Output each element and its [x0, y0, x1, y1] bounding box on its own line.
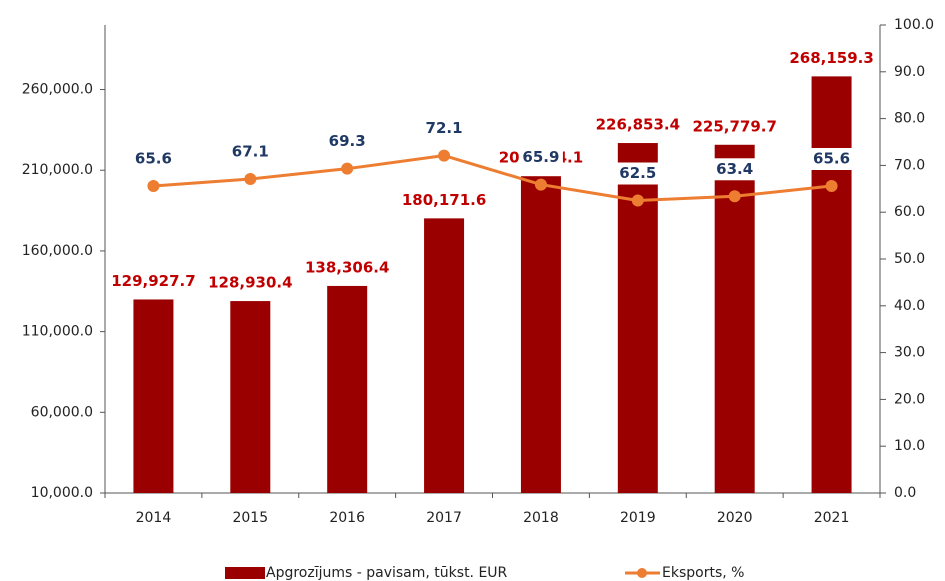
line-marker	[825, 179, 838, 192]
y2-tick-label: 100.0	[894, 17, 934, 33]
legend-swatch	[225, 567, 265, 579]
y-tick-label: 10,000.0	[31, 485, 93, 501]
legend-label: Apgrozījums - pavisam, tūkst. EUR	[266, 565, 508, 581]
y2-tick-label: 40.0	[894, 298, 925, 314]
bar-value-label: 128,930.4	[208, 274, 292, 292]
x-tick-label: 2016	[329, 510, 365, 526]
y-tick-label: 160,000.0	[22, 243, 93, 259]
line-value-label: 72.1	[426, 119, 463, 137]
legend-swatch	[637, 568, 647, 578]
bar-value-label: 129,927.7	[111, 272, 195, 290]
bar	[714, 144, 755, 493]
line-label-bg	[712, 158, 757, 181]
bar-value-label: 138,306.4	[305, 258, 389, 276]
line-label-bg	[228, 140, 273, 163]
y2-tick-label: 60.0	[894, 204, 925, 220]
line	[153, 154, 832, 203]
bar	[230, 301, 271, 493]
line-value-label: 63.4	[716, 160, 753, 178]
y2-tick-label: 80.0	[894, 111, 925, 127]
y2-tick-label: 30.0	[894, 345, 925, 361]
x-tick-label: 2018	[523, 510, 559, 526]
bar	[327, 285, 368, 493]
x-tick-label: 2019	[620, 510, 656, 526]
y2-tick-label: 20.0	[894, 391, 925, 407]
line-value-label: 65.6	[135, 149, 172, 167]
legend-label: Eksports, %	[662, 565, 744, 581]
bar-value-label: 268,159.3	[789, 49, 873, 67]
y2-tick-label: 90.0	[894, 64, 925, 80]
y2-tick-label: 50.0	[894, 251, 925, 267]
line-label-bg	[615, 162, 660, 185]
x-tick-label: 2017	[426, 510, 462, 526]
line-label-bg	[809, 147, 854, 170]
y-tick-label: 110,000.0	[22, 324, 93, 340]
bar-value-label: 225,779.7	[692, 117, 776, 135]
line-marker	[147, 179, 160, 192]
x-tick-label: 2020	[717, 510, 753, 526]
y2-tick-label: 10.0	[894, 438, 925, 454]
bar	[520, 176, 561, 493]
line-marker	[728, 190, 741, 203]
line-value-label: 69.3	[329, 132, 366, 150]
line-marker	[438, 149, 451, 162]
line-value-label: 65.9	[522, 148, 559, 166]
line-marker	[341, 162, 354, 175]
bar	[811, 76, 852, 493]
x-tick-label: 2015	[232, 510, 268, 526]
x-tick-label: 2021	[814, 510, 850, 526]
bar-value-label: 180,171.6	[402, 191, 486, 209]
line-marker	[244, 172, 257, 185]
y-tick-label: 260,000.0	[22, 82, 93, 98]
bar	[133, 299, 174, 493]
line-label-bg	[518, 146, 563, 169]
line-marker	[534, 178, 547, 191]
x-tick-label: 2014	[136, 510, 172, 526]
y2-tick-label: 70.0	[894, 157, 925, 173]
line-value-label: 65.6	[813, 149, 850, 167]
line-value-label: 67.1	[232, 142, 269, 160]
line-value-label: 62.5	[619, 164, 656, 182]
bar	[424, 218, 465, 494]
y2-tick-label: 0.0	[894, 485, 916, 501]
line-label-bg	[325, 130, 370, 153]
line-label-bg	[131, 147, 176, 170]
bar-value-label: 226,853.4	[596, 116, 680, 134]
line-label-bg	[422, 117, 467, 140]
line-marker	[631, 194, 644, 207]
y-tick-label: 210,000.0	[22, 162, 93, 178]
y-tick-label: 60,000.0	[31, 404, 93, 420]
